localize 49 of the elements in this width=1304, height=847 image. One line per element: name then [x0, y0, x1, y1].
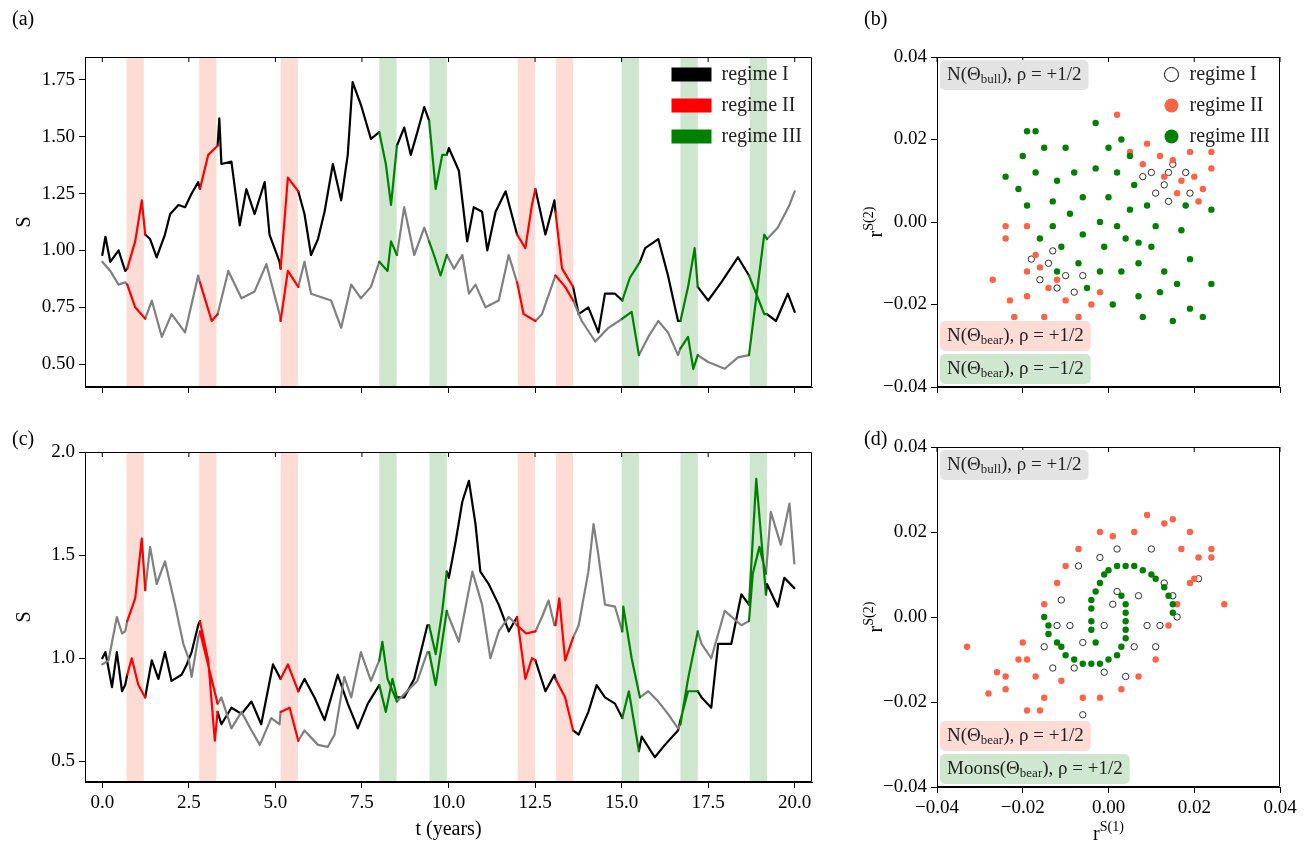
chart-title: (a) [12, 7, 35, 31]
y-tick-label: 1.0 [51, 646, 75, 668]
y-tick-label: −0.04 [883, 374, 928, 396]
legend-label: regime III [721, 123, 803, 147]
y-axis-title: S [12, 611, 35, 623]
legend-label: regime I [721, 61, 789, 85]
y-tick-label: 0.00 [893, 209, 927, 231]
x-tick-label: 0.02 [1177, 796, 1211, 818]
x-tick-label: 15.0 [604, 791, 639, 813]
y-tick-label: 0.02 [893, 519, 927, 541]
chart-title: (d) [864, 427, 888, 451]
y-axis-title: S [12, 216, 35, 228]
x-tick-label: 0.04 [1263, 796, 1298, 818]
x-tick-label: 20.0 [778, 791, 812, 813]
legend-label: regime III [1189, 123, 1271, 147]
legend-label: regime I [1189, 61, 1257, 85]
x-tick-label: 0.0 [90, 791, 115, 813]
y-tick-label: 0.00 [893, 604, 927, 626]
chart-title: (b) [864, 7, 888, 31]
y-tick-label: 1.50 [41, 124, 75, 146]
y-axis-title: rS(2) [860, 206, 887, 238]
y-axis-title: rS(2) [860, 601, 887, 633]
y-tick-label: 0.04 [893, 44, 928, 66]
y-tick-label: 0.02 [893, 127, 927, 149]
legend-label: regime II [721, 92, 796, 116]
y-tick-label: 2.0 [51, 439, 75, 461]
x-tick-label: 5.0 [263, 791, 288, 813]
x-tick-label: −0.04 [915, 796, 960, 818]
y-tick-label: −0.02 [883, 292, 927, 314]
y-tick-label: 1.00 [41, 238, 75, 260]
y-tick-label: 0.50 [41, 352, 75, 374]
x-tick-label: 12.5 [518, 791, 552, 813]
y-tick-label: −0.02 [883, 689, 927, 711]
y-tick-label: −0.04 [883, 774, 928, 796]
x-tick-label: 7.5 [350, 791, 374, 813]
y-tick-label: 0.5 [51, 749, 75, 771]
x-axis-title: t (years) [415, 817, 482, 841]
x-tick-label: −0.02 [1000, 796, 1045, 818]
y-tick-label: 1.75 [41, 67, 75, 89]
x-tick-label: 10.0 [431, 791, 466, 813]
y-tick-label: 1.5 [51, 543, 75, 565]
x-tick-label: 0.00 [1091, 796, 1126, 818]
y-tick-label: 0.04 [893, 434, 928, 456]
legend-label: regime II [1189, 92, 1264, 116]
x-tick-label: 17.5 [691, 791, 725, 813]
y-tick-label: 1.25 [41, 181, 75, 203]
chart-title: (c) [12, 427, 35, 451]
x-tick-label: 2.5 [176, 791, 201, 813]
y-tick-label: 0.75 [41, 295, 75, 317]
